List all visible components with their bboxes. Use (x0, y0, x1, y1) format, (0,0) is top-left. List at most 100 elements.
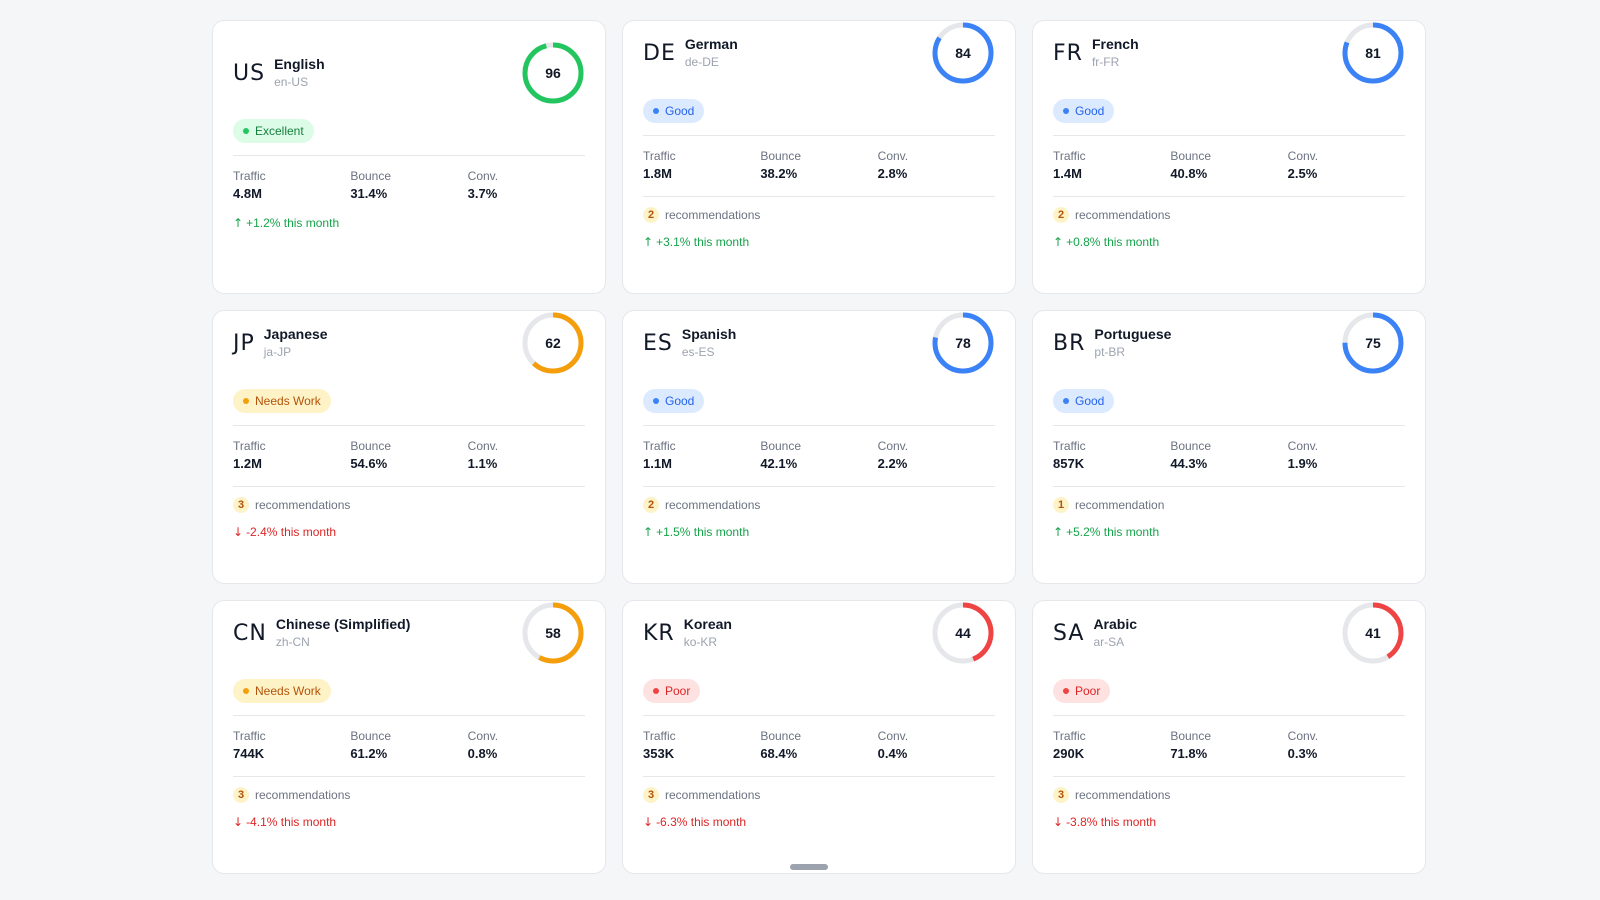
trend-indicator: ↑ +5.2% this month (1053, 525, 1405, 539)
score-ring: 58 (521, 601, 585, 665)
card-header: BR Portuguese pt-BR 75 (1053, 311, 1405, 375)
status-label: Good (665, 394, 695, 408)
recommendations-link[interactable]: 3 recommendations (233, 787, 585, 803)
stats-row: Traffic 353K Bounce 68.4% Conv. 0.4% (643, 728, 995, 764)
score-ring: 78 (931, 311, 995, 375)
recommendations-link[interactable]: 2 recommendations (643, 497, 995, 513)
locale-code: ko-KR (683, 635, 718, 649)
score-value: 78 (955, 335, 971, 351)
locale-card[interactable]: JP Japanese ja-JP 62 Needs Work Traffic 1.2M Bo… (212, 310, 606, 584)
card-header: KR Korean ko-KR 44 (643, 601, 995, 665)
language-info: US English en-US (233, 55, 325, 91)
score-ring: 44 (931, 601, 995, 665)
stat-bounce: Bounce 71.8% (1170, 728, 1287, 764)
score-ring-arc (1342, 602, 1404, 664)
locale-card[interactable]: KR Korean ko-KR 44 Poor Traffic 353K Bounce 68.4… (622, 600, 1016, 874)
stat-label: Conv. (1287, 149, 1319, 163)
status-badge: Poor (643, 679, 701, 703)
status-dot-icon (1063, 688, 1069, 694)
score-ring-arc (1342, 22, 1404, 84)
recommendations-link[interactable]: 3 recommendations (1053, 787, 1405, 803)
stat-bounce: Bounce 38.2% (760, 148, 877, 184)
locale-card[interactable]: BR Portuguese pt-BR 75 Good Traffic 857K Bounce… (1032, 310, 1426, 584)
stat-value: 1.2M (233, 456, 262, 471)
locale-card[interactable]: FR French fr-FR 81 Good Traffic 1.4M Bounce 40.8… (1032, 20, 1426, 294)
status-dot-icon (653, 108, 659, 114)
status-dot-icon (243, 688, 249, 694)
recommendations-link[interactable]: 2 recommendations (1053, 207, 1405, 223)
locale-card[interactable]: ES Spanish es-ES 78 Good Traffic 1.1M Bounce 42.… (622, 310, 1016, 584)
recommendation-count: 3 (643, 787, 659, 803)
stat-label: Traffic (643, 149, 676, 163)
recommendations-link[interactable]: 3 recommendations (643, 787, 995, 803)
score-ring: 75 (1341, 311, 1405, 375)
locale-code: es-ES (681, 345, 715, 359)
stat-value: 44.3% (1170, 456, 1208, 471)
country-code: CN (233, 621, 267, 646)
recommendation-count: 2 (643, 207, 659, 223)
recommendations-link[interactable]: 2 recommendations (643, 207, 995, 223)
stat-value: 1.4M (1053, 166, 1082, 181)
language-name: German (684, 36, 738, 52)
status-label: Excellent (255, 124, 304, 138)
trend-indicator: ↑ +0.8% this month (1053, 235, 1405, 249)
trend-indicator: ↑ +1.2% this month (233, 216, 585, 230)
card-header: DE German de-DE 84 (643, 21, 995, 85)
card-header: SA Arabic ar-SA 41 (1053, 601, 1405, 665)
status-badge: Excellent (233, 119, 314, 143)
locale-code: en-US (274, 75, 309, 89)
stat-label: Traffic (643, 729, 676, 743)
trend-text: +1.5% this month (656, 525, 750, 539)
stat-value: 38.2% (760, 166, 798, 181)
score-value: 81 (1365, 45, 1381, 61)
scroll-handle[interactable] (790, 864, 828, 870)
divider (643, 776, 995, 777)
locale-card[interactable]: CN Chinese (Simplified) zh-CN 58 Needs Work T… (212, 600, 606, 874)
country-code: DE (643, 41, 676, 66)
stat-label: Traffic (233, 729, 266, 743)
stat-conv: Conv. 3.7% (468, 168, 585, 204)
score-ring: 41 (1341, 601, 1405, 665)
recommendations-link[interactable]: 3 recommendations (233, 497, 585, 513)
divider (643, 135, 995, 136)
stat-label: Traffic (233, 169, 266, 183)
stat-bounce: Bounce 68.4% (760, 728, 877, 764)
stat-label: Bounce (1170, 439, 1212, 453)
locale-card[interactable]: DE German de-DE 84 Good Traffic 1.8M Bounce 38.2… (622, 20, 1016, 294)
score-value: 41 (1365, 625, 1381, 641)
country-code: US (233, 61, 266, 86)
trend-text: +1.2% this month (246, 216, 340, 230)
stat-label: Conv. (467, 439, 499, 453)
score-ring: 84 (931, 21, 995, 85)
stats-row: Traffic 4.8M Bounce 31.4% Conv. 3.7% (233, 168, 585, 204)
card-header: CN Chinese (Simplified) zh-CN 58 (233, 601, 585, 665)
trend-arrow-icon: ↓ (643, 815, 654, 829)
score-ring-arc (932, 22, 994, 84)
trend-text: +0.8% this month (1066, 235, 1160, 249)
trend-indicator: ↓ -4.1% this month (233, 815, 585, 829)
trend-text: -6.3% this month (656, 815, 747, 829)
status-dot-icon (1063, 108, 1069, 114)
stat-value: 40.8% (1170, 166, 1208, 181)
language-info: BR Portuguese pt-BR (1053, 325, 1171, 361)
locale-card[interactable]: SA Arabic ar-SA 41 Poor Traffic 290K Bounce 71.8… (1032, 600, 1426, 874)
recommendation-label: recommendations (1075, 208, 1171, 222)
stat-value: 61.2% (350, 746, 388, 761)
score-ring-arc (1342, 312, 1404, 374)
stats-row: Traffic 744K Bounce 61.2% Conv. 0.8% (233, 728, 585, 764)
stat-label: Bounce (350, 439, 392, 453)
stats-row: Traffic 1.1M Bounce 42.1% Conv. 2.2% (643, 438, 995, 474)
locale-card-grid: US English en-US 96 Excellent Traffic 4.8M Boun… (212, 20, 1426, 874)
score-ring-arc (932, 602, 994, 664)
stat-bounce: Bounce 54.6% (350, 438, 467, 474)
stat-value: 2.5% (1287, 166, 1318, 181)
stat-label: Bounce (1170, 729, 1212, 743)
stats-row: Traffic 290K Bounce 71.8% Conv. 0.3% (1053, 728, 1405, 764)
stat-conv: Conv. 1.1% (468, 438, 585, 474)
trend-indicator: ↓ -6.3% this month (643, 815, 995, 829)
language-name: Korean (683, 616, 732, 632)
recommendations-link[interactable]: 1 recommendation (1053, 497, 1405, 513)
trend-arrow-icon: ↑ (1053, 235, 1064, 249)
status-label: Needs Work (255, 684, 321, 698)
locale-card[interactable]: US English en-US 96 Excellent Traffic 4.8M Boun… (212, 20, 606, 294)
